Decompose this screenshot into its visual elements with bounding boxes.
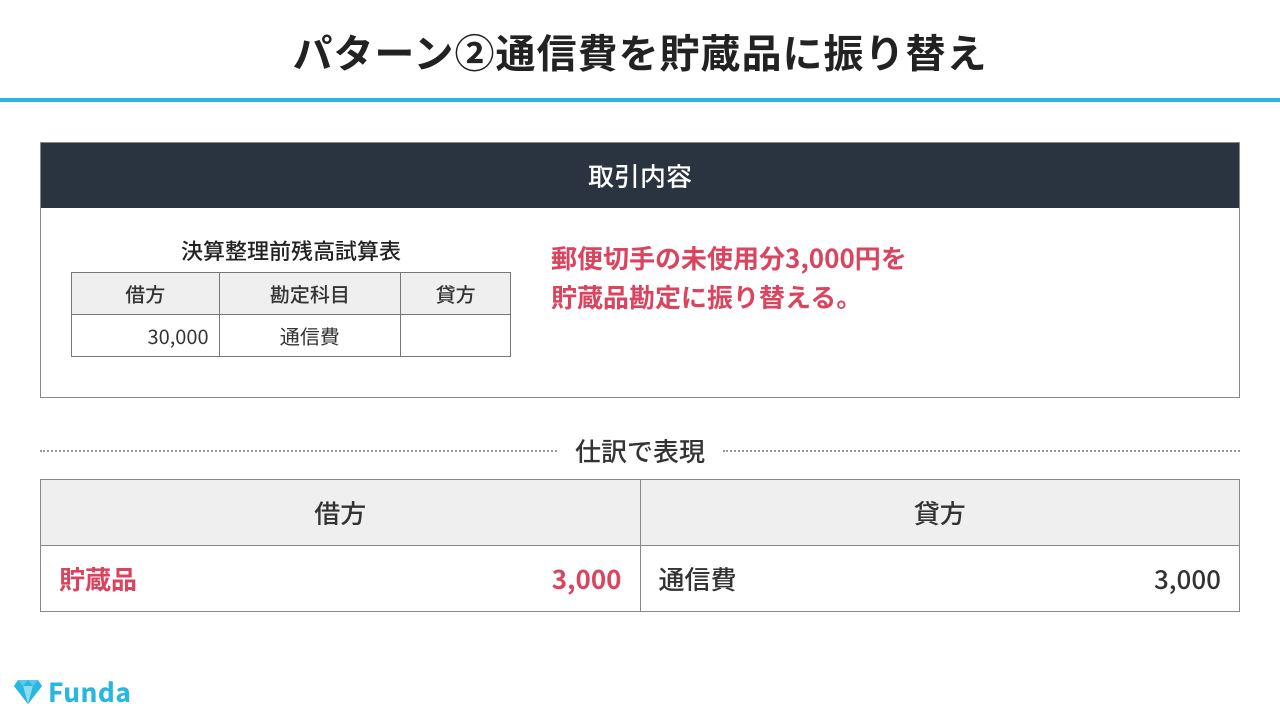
desc-line-1: 郵便切手の未使用分3,000円を (551, 239, 907, 276)
journal-col-debit: 借方 (41, 480, 641, 546)
tb-col-debit: 借方 (72, 273, 220, 315)
page-title: パターン②通信費を貯蔵品に振り替え (0, 0, 1280, 98)
table-row: 貯蔵品 3,000 通信費 3,000 (41, 546, 1240, 612)
tb-col-credit: 貸方 (401, 273, 511, 315)
transaction-header: 取引内容 (41, 143, 1239, 208)
tb-account-value: 通信費 (219, 315, 401, 357)
journal-section-row: 仕訳で表現 (40, 432, 1240, 469)
journal-table: 借方 貸方 貯蔵品 3,000 通信費 3,000 (40, 479, 1240, 612)
brand-logo: Funda (14, 673, 131, 710)
journal-section-label: 仕訳で表現 (557, 432, 723, 469)
desc-line-2: 貯蔵品勘定に振り替える。 (551, 278, 862, 315)
dotted-left (40, 450, 557, 452)
journal-debit-account: 貯蔵品 (59, 560, 137, 597)
title-underline (0, 98, 1280, 102)
tb-credit-value (401, 315, 511, 357)
journal-col-credit: 貸方 (640, 480, 1240, 546)
diamond-icon (14, 680, 42, 704)
journal-credit-cell: 通信費 3,000 (640, 546, 1240, 612)
brand-name: Funda (48, 673, 131, 710)
trial-balance-table: 借方 勘定科目 貸方 30,000 通信費 (71, 272, 511, 357)
transaction-description: 郵便切手の未使用分3,000円を 貯蔵品勘定に振り替える。 (551, 234, 1209, 357)
trial-balance: 決算整理前残高試算表 借方 勘定科目 貸方 30,000 通信費 (71, 234, 511, 357)
journal-debit-cell: 貯蔵品 3,000 (41, 546, 641, 612)
transaction-box: 取引内容 決算整理前残高試算表 借方 勘定科目 貸方 30,000 通信費 (40, 142, 1240, 398)
tb-col-account: 勘定科目 (219, 273, 401, 315)
journal-debit-amount: 3,000 (552, 560, 622, 597)
table-row: 30,000 通信費 (72, 315, 511, 357)
journal-credit-account: 通信費 (659, 560, 737, 597)
trial-balance-title: 決算整理前残高試算表 (71, 234, 511, 266)
transaction-body: 決算整理前残高試算表 借方 勘定科目 貸方 30,000 通信費 (41, 208, 1239, 397)
dotted-right (723, 450, 1240, 452)
journal-credit-amount: 3,000 (1154, 560, 1221, 597)
tb-debit-value: 30,000 (72, 315, 220, 357)
